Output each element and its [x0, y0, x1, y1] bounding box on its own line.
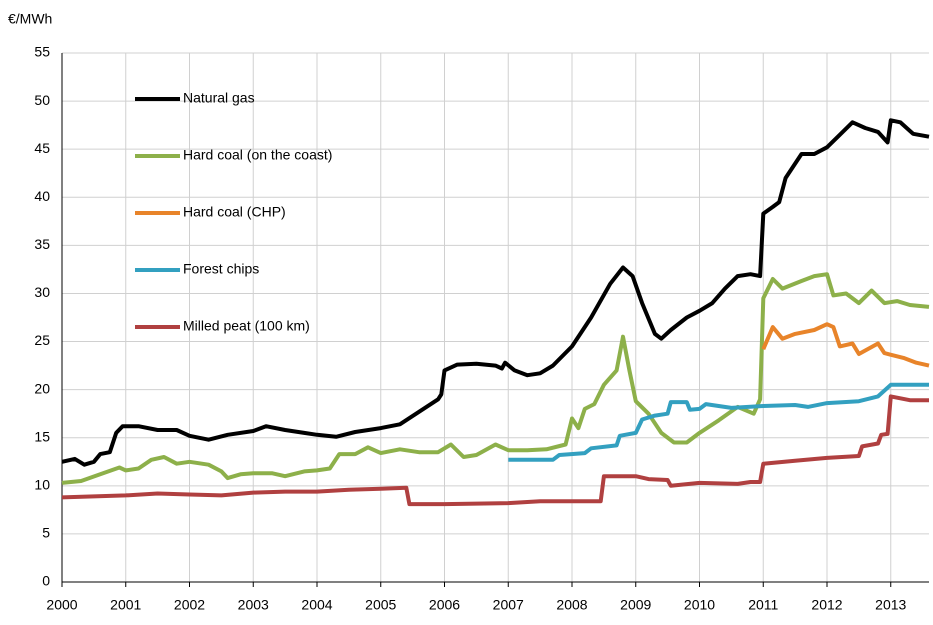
y-tick-label: 40	[34, 188, 50, 204]
y-tick-label: 0	[42, 573, 50, 589]
legend-label: Hard coal (on the coast)	[183, 147, 332, 163]
x-tick-label: 2005	[365, 597, 396, 613]
y-tick-label: 55	[34, 44, 50, 60]
series-line	[61, 118, 930, 467]
x-tick-label: 2003	[238, 597, 269, 613]
series-line	[508, 382, 929, 462]
y-tick-label: 50	[34, 92, 50, 108]
x-tick-label: 2001	[110, 597, 141, 613]
y-tick-label: 15	[34, 428, 50, 444]
x-tick-label: 2006	[429, 597, 460, 613]
y-tick-label: 45	[34, 140, 50, 156]
y-tick-label: 35	[34, 236, 50, 252]
legend-label: Forest chips	[183, 261, 259, 277]
x-tick-label: 2009	[620, 597, 651, 613]
x-tick-label: 2002	[174, 597, 205, 613]
x-tick-label: 2007	[493, 597, 524, 613]
legend-label: Milled peat (100 km)	[183, 318, 310, 334]
x-tick-label: 2008	[556, 597, 587, 613]
y-tick-label: 10	[34, 477, 50, 493]
x-tick-label: 2004	[301, 597, 332, 613]
y-axis-title: €/MWh	[8, 11, 52, 27]
x-tick-label: 2010	[684, 597, 715, 613]
legend-label: Natural gas	[183, 90, 255, 106]
y-tick-label: 20	[34, 380, 50, 396]
series-line	[61, 272, 930, 485]
series-line	[761, 322, 930, 368]
y-tick-label: 25	[34, 332, 50, 348]
series-line	[61, 394, 929, 507]
x-tick-label: 2011	[748, 597, 778, 613]
x-tick-label: 2012	[811, 597, 842, 613]
y-tick-label: 5	[42, 525, 50, 541]
legend-label: Hard coal (CHP)	[183, 204, 286, 220]
y-tick-label: 30	[34, 284, 50, 300]
x-tick-label: 2013	[875, 597, 906, 613]
x-tick-label: 2000	[46, 597, 77, 613]
